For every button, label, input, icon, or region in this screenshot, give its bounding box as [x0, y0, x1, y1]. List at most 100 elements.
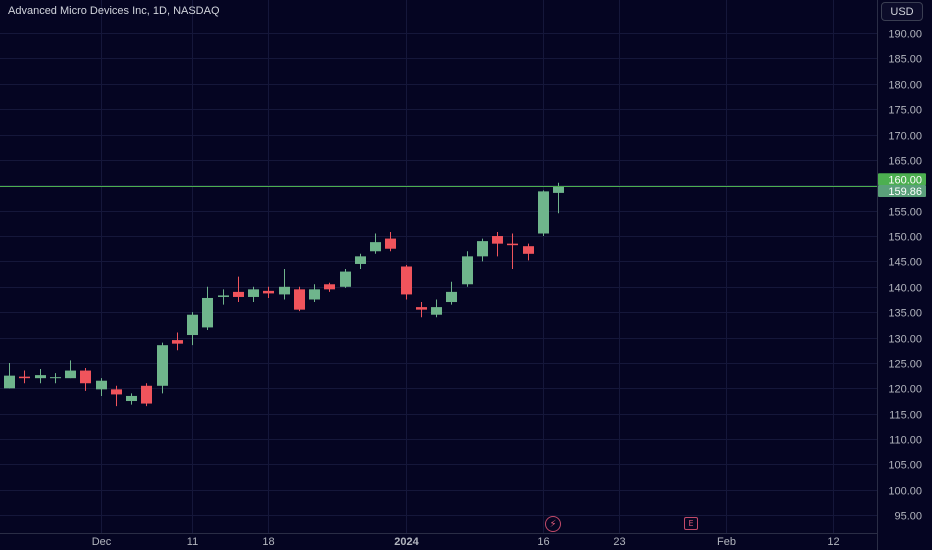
price-label-text: 160.00	[888, 174, 922, 186]
candle[interactable]	[538, 190, 549, 237]
candle[interactable]	[309, 284, 320, 303]
candle[interactable]	[202, 286, 213, 330]
candle[interactable]	[263, 286, 274, 298]
chart-title: Advanced Micro Devices Inc, 1D, NASDAQ	[8, 5, 220, 17]
candles	[4, 182, 564, 407]
candle-body	[248, 289, 259, 297]
candle[interactable]	[126, 393, 137, 405]
candle[interactable]	[294, 286, 305, 312]
time-tick-label: 16	[537, 536, 549, 548]
candle-body	[96, 380, 107, 390]
price-tick-label: 190.00	[888, 29, 922, 41]
price-tick-label: 110.00	[889, 435, 922, 447]
candle[interactable]	[187, 312, 198, 346]
price-tick-label: 185.00	[888, 54, 922, 66]
candle[interactable]	[218, 289, 229, 305]
candle[interactable]	[431, 299, 442, 318]
time-tick-label: 12	[827, 536, 839, 548]
candle[interactable]	[446, 281, 457, 305]
candle[interactable]	[401, 264, 412, 300]
price-tick-label: 170.00	[888, 131, 922, 143]
candle[interactable]	[523, 243, 534, 261]
candle[interactable]	[462, 251, 473, 287]
candle-body	[446, 291, 457, 303]
candle[interactable]	[96, 378, 107, 396]
price-tick-label: 145.00	[888, 257, 922, 269]
candle[interactable]	[355, 253, 366, 270]
candle-body	[385, 238, 396, 249]
candle-body	[218, 295, 229, 297]
candle-body	[507, 243, 518, 246]
axis-corner	[878, 534, 932, 550]
time-axis[interactable]: Dec 11 18 2024 16 23 Feb 12	[92, 536, 840, 548]
candle-body	[233, 291, 244, 297]
candle[interactable]	[141, 383, 152, 407]
candle[interactable]	[157, 342, 168, 394]
time-tick-label: 2024	[394, 536, 419, 548]
candle[interactable]	[340, 269, 351, 288]
candle-body	[202, 297, 213, 328]
candle[interactable]	[324, 282, 335, 292]
candle[interactable]	[80, 368, 91, 391]
price-tick-label: 155.00	[888, 207, 922, 219]
time-tick-label: Dec	[92, 536, 112, 548]
candle[interactable]	[370, 233, 381, 254]
candle-body	[324, 284, 335, 290]
price-label-text: 159.86	[888, 186, 922, 198]
candle[interactable]	[248, 286, 259, 303]
time-tick-label: 11	[187, 536, 198, 548]
candle[interactable]	[416, 302, 427, 318]
price-tick-label: 150.00	[888, 232, 922, 244]
candle[interactable]	[492, 231, 503, 257]
candle-body	[477, 241, 488, 257]
candle[interactable]	[553, 182, 564, 214]
price-tick-label: 100.00	[888, 486, 922, 498]
candle-body	[553, 185, 564, 193]
candle-body	[50, 377, 61, 379]
lightning-icon[interactable]: ⚡	[545, 516, 561, 532]
candle[interactable]	[35, 369, 46, 384]
price-label-bg	[878, 184, 926, 197]
candle-body	[111, 389, 122, 395]
candle-body	[141, 385, 152, 404]
candle[interactable]	[172, 332, 183, 351]
price-tick-label: 140.00	[888, 283, 922, 295]
time-tick-label: Feb	[717, 536, 736, 548]
candle[interactable]	[50, 373, 61, 384]
candle-body	[279, 286, 290, 295]
price-label-bg	[878, 173, 926, 186]
candle-body	[35, 375, 46, 379]
price-tick-label: 130.00	[888, 334, 922, 346]
price-tick-label: 115.00	[889, 410, 922, 422]
candle-body	[492, 236, 503, 244]
price-tick-label: 180.00	[888, 80, 922, 92]
candle[interactable]	[477, 238, 488, 262]
candle-body	[157, 345, 168, 386]
candle-body	[355, 256, 366, 264]
candle[interactable]	[233, 276, 244, 303]
candle-body	[340, 271, 351, 287]
candle-body	[370, 242, 381, 252]
candle[interactable]	[65, 360, 76, 379]
candle[interactable]	[385, 231, 396, 252]
candle-body	[4, 375, 15, 389]
price-tick-label: 135.00	[888, 308, 922, 320]
candle-body	[431, 307, 442, 315]
candle[interactable]	[111, 385, 122, 407]
candle[interactable]	[279, 269, 290, 300]
candle-body	[19, 376, 30, 379]
candle-body	[309, 289, 320, 300]
candle-body	[523, 246, 534, 254]
candle[interactable]	[507, 233, 518, 270]
price-tick-label: 105.00	[888, 460, 922, 472]
candle-body	[263, 290, 274, 294]
earnings-marker[interactable]: E	[684, 517, 698, 530]
price-axis[interactable]: 95.00 100.00 105.00 110.00 115.00 120.00 125.0…	[888, 29, 922, 523]
candle[interactable]	[4, 362, 15, 389]
candle-body	[172, 340, 183, 344]
candle[interactable]	[19, 370, 30, 384]
currency-button[interactable]: USD	[881, 2, 923, 21]
